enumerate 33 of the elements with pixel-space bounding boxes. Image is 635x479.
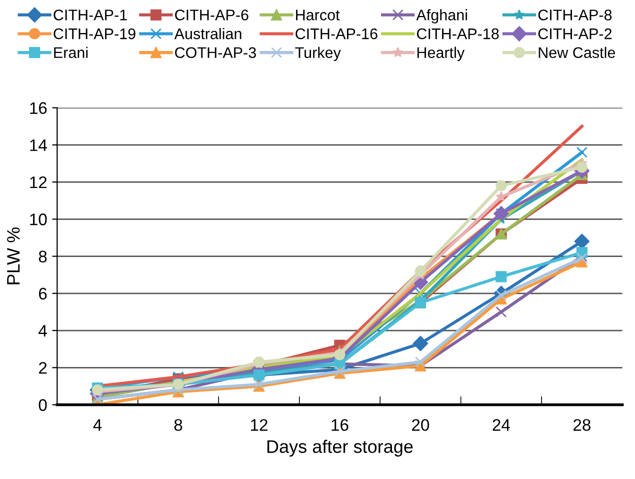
- x-tick-label: 12: [250, 419, 268, 431]
- x-tick-label: 24: [492, 419, 510, 431]
- x-tick-label: 4: [93, 419, 102, 431]
- x-tick-label: 8: [174, 419, 182, 431]
- y-tick-label: 12: [30, 176, 47, 188]
- y-tick-label: 14: [30, 139, 47, 151]
- legend-label: CITH-AP-1: [54, 10, 127, 20]
- legend-label: CITH-AP-6: [175, 10, 248, 20]
- legend-label: Afghani: [416, 9, 467, 24]
- legend-label: Harcot: [296, 10, 340, 20]
- y-tick-label: 16: [30, 102, 47, 114]
- legend-label: Heartly: [417, 46, 465, 62]
- y-tick-label: 6: [39, 288, 47, 300]
- legend-label: Erani: [54, 46, 88, 58]
- x-axis-title: Days after storage: [267, 440, 413, 457]
- y-tick-label: 8: [38, 250, 47, 262]
- legend-label: CITH-AP-2: [538, 28, 612, 40]
- x-tick-label: 16: [332, 419, 348, 431]
- legend-label: CITH-AP-8: [538, 10, 612, 20]
- legend-label: Turkey: [295, 46, 341, 62]
- x-tick-label: 20: [412, 419, 430, 431]
- y-tick-label: 4: [38, 325, 47, 337]
- legend-label: CITH-AP-18: [416, 28, 499, 40]
- y-tick-label: 10: [30, 214, 47, 226]
- y-tick-label: 0: [38, 399, 47, 411]
- y-tick-label: 2: [39, 362, 47, 374]
- y-axis-title: PLW %: [7, 227, 20, 284]
- legend-label: CITH-AP-19: [54, 28, 136, 40]
- legend-label: New Castle: [538, 46, 616, 58]
- legend-label: CITH-AP-16: [296, 28, 378, 40]
- legend-label: COTH-AP-3: [175, 47, 256, 58]
- legend-label: Australian: [174, 28, 242, 40]
- x-tick-label: 28: [574, 419, 590, 431]
